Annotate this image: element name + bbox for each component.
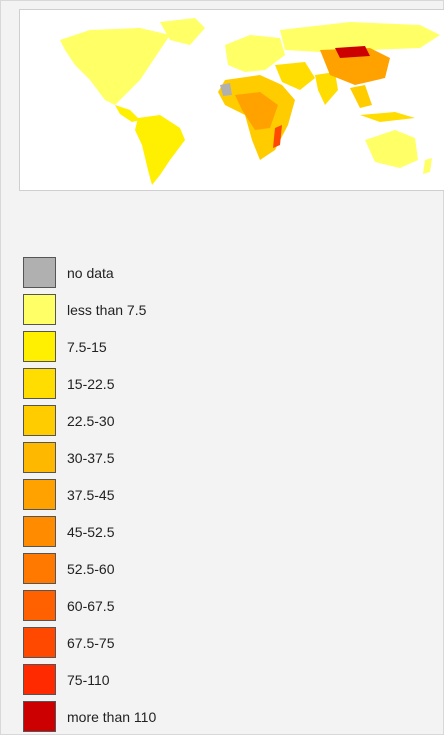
west-africa-no-data (220, 83, 232, 96)
legend-item: no data (23, 257, 323, 290)
legend-item: 22.5-30 (23, 405, 323, 438)
legend-label: 52.5-60 (67, 561, 115, 577)
russia (280, 22, 440, 52)
mongolia (335, 46, 370, 58)
legend-swatch (23, 257, 56, 288)
south-america (135, 115, 185, 185)
legend-label: 7.5-15 (67, 339, 107, 355)
greenland (160, 18, 205, 45)
legend-label: 15-22.5 (67, 376, 115, 392)
europe (225, 35, 285, 72)
legend-swatch (23, 590, 56, 621)
legend-swatch (23, 553, 56, 584)
middle-east (275, 62, 315, 90)
legend-label: 75-110 (67, 672, 110, 688)
legend-item: 30-37.5 (23, 442, 323, 475)
china (320, 48, 390, 85)
legend-item: 7.5-15 (23, 331, 323, 364)
australia (365, 130, 418, 168)
india (315, 72, 338, 105)
legend-swatch (23, 627, 56, 658)
legend-item: 52.5-60 (23, 553, 323, 586)
legend-swatch (23, 479, 56, 510)
legend-swatch (23, 442, 56, 473)
legend-swatch (23, 368, 56, 399)
legend-item: 15-22.5 (23, 368, 323, 401)
map (19, 9, 444, 191)
central-america (115, 105, 140, 122)
legend-label: 45-52.5 (67, 524, 115, 540)
legend-item: more than 110 (23, 701, 323, 734)
legend-label: 22.5-30 (67, 413, 115, 429)
mozambique (273, 125, 282, 148)
africa-center (235, 92, 278, 130)
legend-swatch (23, 294, 56, 325)
legend-label: 37.5-45 (67, 487, 115, 503)
legend-label: 30-37.5 (67, 450, 115, 466)
legend-item: 60-67.5 (23, 590, 323, 623)
indonesia (360, 112, 415, 122)
legend-label: more than 110 (67, 709, 157, 725)
legend-swatch (23, 331, 56, 362)
north-america (60, 28, 170, 105)
legend-label: 60-67.5 (67, 598, 115, 614)
southeast-asia (350, 85, 372, 108)
legend-label: no data (67, 265, 114, 281)
legend-swatch (23, 664, 56, 695)
legend-item: 37.5-45 (23, 479, 323, 512)
legend-swatch (23, 516, 56, 547)
legend-item: 67.5-75 (23, 627, 323, 660)
legend-item: 75-110 (23, 664, 323, 697)
world-map (60, 18, 440, 185)
legend-item: less than 7.5 (23, 294, 323, 327)
legend-swatch (23, 701, 56, 732)
legend-label: 67.5-75 (67, 635, 115, 651)
legend-item: 45-52.5 (23, 516, 323, 549)
legend-swatch (23, 405, 56, 436)
legend-label: less than 7.5 (67, 302, 147, 318)
new-zealand (423, 158, 432, 174)
